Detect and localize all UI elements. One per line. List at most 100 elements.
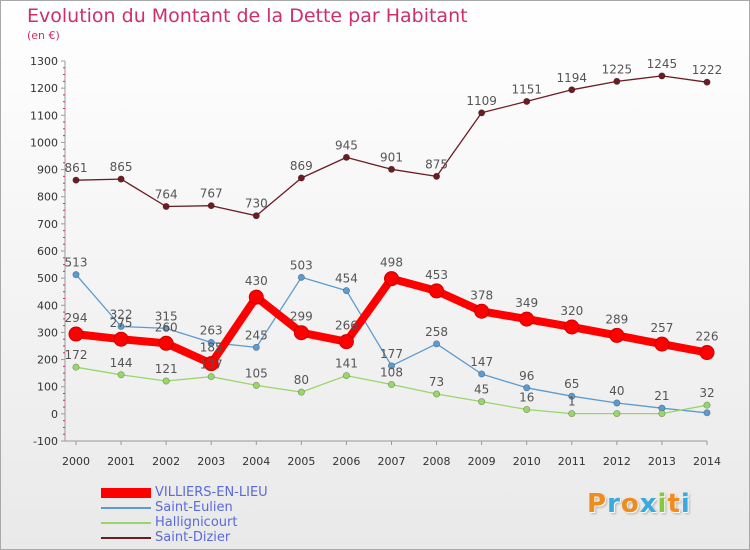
data-label: 498 (380, 256, 403, 270)
y-tick-label: 600 (37, 245, 58, 258)
data-point (117, 371, 125, 379)
data-label: 349 (515, 296, 538, 310)
data-point (68, 326, 84, 342)
data-point (297, 174, 305, 182)
y-tick-label: 1000 (30, 136, 58, 149)
y-tick-label: -100 (33, 435, 58, 448)
data-label: 453 (425, 268, 448, 282)
data-label: 147 (470, 355, 493, 369)
data-label: 875 (425, 157, 448, 171)
x-tick-label: 2004 (242, 455, 270, 468)
data-point (387, 381, 395, 389)
chart-subtitle: (en €) (27, 29, 60, 42)
data-point (252, 381, 260, 389)
y-tick-label: 300 (37, 326, 58, 339)
data-label: 21 (654, 389, 669, 403)
x-tick-label: 2007 (378, 455, 406, 468)
series-saint-dizier (72, 72, 711, 220)
series-layer (68, 72, 715, 418)
logo-letter: P (587, 489, 608, 519)
data-point (117, 175, 125, 183)
data-point (113, 331, 129, 347)
data-label: 1194 (557, 71, 588, 85)
data-point (658, 410, 666, 418)
data-label: 322 (110, 307, 133, 321)
data-point (252, 212, 260, 220)
data-point (568, 410, 576, 418)
axes: -100 0 100 200 300 400 500 600 700 800 900 1000 1100… (30, 55, 721, 468)
logo-letter: o (620, 489, 640, 519)
data-point (568, 86, 576, 94)
y-tick-label: 200 (37, 354, 58, 367)
data-point (433, 340, 441, 348)
data-point (207, 373, 215, 381)
data-label: 108 (380, 366, 403, 380)
data-label: 80 (294, 373, 309, 387)
data-point (387, 362, 395, 370)
y-tick-label: 1300 (30, 55, 58, 68)
data-label: 294 (65, 311, 88, 325)
data-point (342, 372, 350, 380)
y-tick-label: 400 (37, 299, 58, 312)
data-label: 320 (560, 304, 583, 318)
series-saint-eulien (72, 271, 711, 417)
data-point (342, 153, 350, 161)
data-label: 1109 (466, 94, 497, 108)
x-tick-label: 2002 (152, 455, 180, 468)
data-point (478, 109, 486, 117)
data-label: 454 (335, 272, 358, 286)
x-tick-label: 2012 (603, 455, 631, 468)
data-point (297, 273, 305, 281)
data-point (72, 176, 80, 184)
logo-letter: t (667, 489, 681, 519)
data-label: 1151 (511, 82, 542, 96)
data-label: 730 (245, 197, 268, 211)
data-point (654, 336, 670, 352)
data-point (342, 287, 350, 295)
data-label: 764 (155, 187, 178, 201)
series-hallignicourt (72, 363, 711, 418)
data-label: 121 (155, 362, 178, 376)
y-tick-label: 0 (51, 408, 58, 421)
data-point (72, 363, 80, 371)
legend-label: Saint-Eulien (155, 500, 233, 515)
logo-letter: x (639, 489, 658, 519)
data-point (609, 327, 625, 343)
data-point (703, 78, 711, 86)
data-point (252, 343, 260, 351)
x-tick-label: 2005 (287, 455, 315, 468)
data-point (117, 322, 125, 330)
data-point (703, 401, 711, 409)
y-tick-label: 900 (37, 164, 58, 177)
x-tick-label: 2000 (62, 455, 90, 468)
data-label: 172 (65, 348, 88, 362)
data-point (699, 345, 715, 361)
data-label: 73 (429, 375, 444, 389)
data-point (203, 356, 219, 372)
data-label: 299 (290, 310, 313, 324)
y-tick-label: 1100 (30, 109, 58, 122)
data-point (433, 172, 441, 180)
data-label: 263 (200, 323, 223, 337)
proxiti-logo: Proxiti (587, 489, 691, 519)
data-label: 430 (245, 274, 268, 288)
x-tick-label: 2003 (197, 455, 225, 468)
data-label: 137 (200, 358, 223, 372)
legend-swatch (101, 506, 151, 509)
y-tick-label: 800 (37, 191, 58, 204)
data-point (478, 398, 486, 406)
data-label: 767 (200, 187, 223, 201)
data-label: 315 (155, 309, 178, 323)
data-point (162, 202, 170, 210)
data-point (297, 388, 305, 396)
chart-title: Evolution du Montant de la Dette par Hab… (27, 5, 468, 27)
x-tick-label: 2009 (468, 455, 496, 468)
data-label: 257 (650, 321, 673, 335)
data-label: 144 (110, 356, 133, 370)
data-label: 275 (110, 316, 133, 330)
series-villiers-en-lieu (68, 271, 715, 372)
y-tick-label: 1200 (30, 82, 58, 95)
data-point (613, 399, 621, 407)
